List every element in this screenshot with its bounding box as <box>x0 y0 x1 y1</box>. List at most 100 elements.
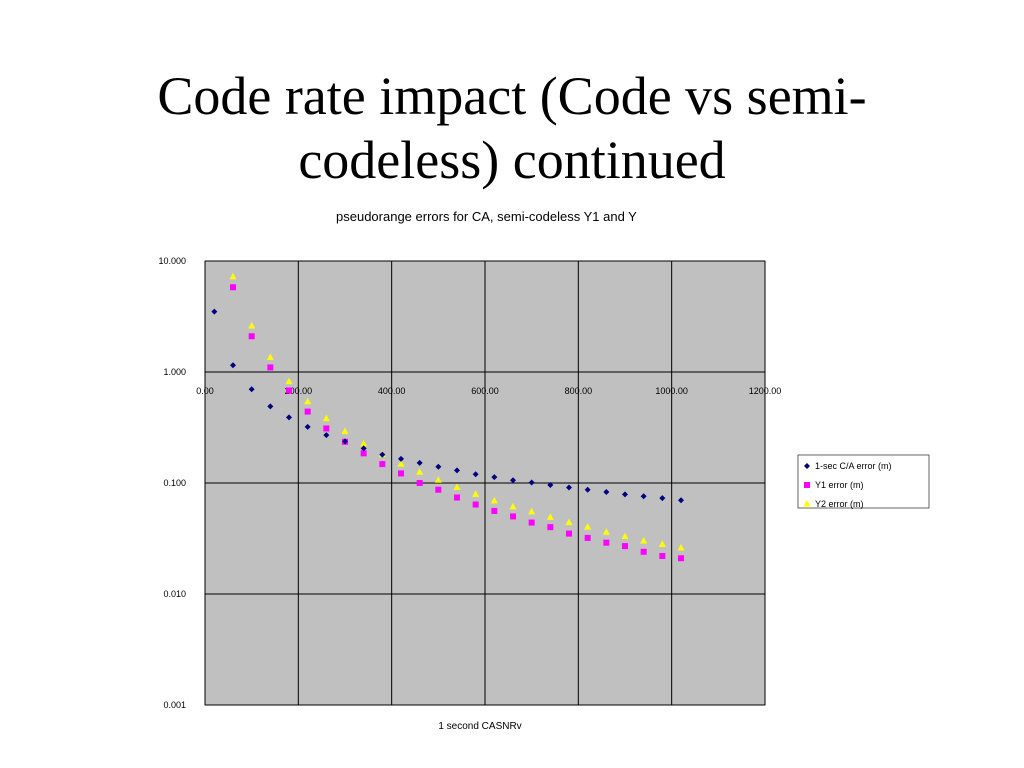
data-point-series-2 <box>584 534 591 541</box>
legend-marker-3 <box>803 500 811 507</box>
legend-marker-2 <box>804 482 810 488</box>
data-point-series-1 <box>491 474 498 481</box>
data-point-series-3 <box>472 490 480 497</box>
y-tick-label: 10.000 <box>158 256 186 266</box>
data-point-series-3 <box>304 397 312 405</box>
x-tick-label: 600.00 <box>471 386 499 396</box>
data-point-series-1 <box>547 481 554 488</box>
data-point-series-2 <box>379 461 386 468</box>
x-tick-label: 400.00 <box>378 386 406 396</box>
data-point-series-2 <box>622 543 628 550</box>
x-axis-label: 1 second CASNRv <box>438 721 521 732</box>
data-point-series-3 <box>528 507 536 515</box>
chart-title: pseudorange errors for CA, semi-codeless… <box>336 209 637 224</box>
data-point-series-1 <box>379 451 386 458</box>
x-tick-label: 0.00 <box>196 386 214 396</box>
data-point-series-2 <box>304 408 311 415</box>
legend-marker-1 <box>804 463 810 469</box>
data-point-series-1 <box>323 432 330 439</box>
data-points <box>211 272 685 562</box>
data-point-series-3 <box>490 496 498 504</box>
data-point-series-2 <box>248 333 255 340</box>
data-point-series-3 <box>640 537 648 544</box>
data-point-series-2 <box>659 552 666 559</box>
data-point-series-1 <box>230 362 236 369</box>
slide-title-line-1: Code rate impact (Code vs semi- <box>157 66 867 126</box>
data-point-series-3 <box>602 528 610 535</box>
legend: 1-sec C/A error (m) Y1 error (m) Y2 error … <box>797 454 930 509</box>
data-point-series-2 <box>416 480 423 486</box>
y-tick-label: 0.100 <box>163 478 186 488</box>
data-point-series-3 <box>584 523 592 530</box>
data-point-series-2 <box>547 524 554 531</box>
data-point-series-3 <box>677 543 685 551</box>
data-point-series-1 <box>304 423 311 430</box>
data-point-series-2 <box>323 425 330 432</box>
data-point-series-3 <box>360 439 368 447</box>
data-point-series-3 <box>322 414 330 422</box>
legend-box <box>797 454 930 509</box>
data-point-series-1 <box>398 455 404 462</box>
data-point-series-1 <box>622 491 628 498</box>
data-point-series-1 <box>360 445 367 452</box>
data-point-series-1 <box>566 484 572 491</box>
data-point-series-2 <box>267 364 274 371</box>
slide-title: Code rate impact (Code vs semi- codeless… <box>0 64 1024 192</box>
data-point-series-1 <box>659 495 666 502</box>
data-point-series-1 <box>211 308 218 315</box>
y-tick-label: 0.001 <box>163 700 186 710</box>
data-point-series-1 <box>640 493 647 500</box>
data-point-series-3 <box>416 468 424 475</box>
x-tick-label: 200.00 <box>285 386 313 396</box>
slide-title-line-2: codeless) continued <box>298 130 726 190</box>
data-point-series-2 <box>454 494 460 501</box>
data-point-series-3 <box>546 513 554 520</box>
data-point-series-2 <box>360 450 367 457</box>
data-point-series-3 <box>266 353 274 361</box>
data-point-series-1 <box>416 459 423 466</box>
data-point-series-1 <box>342 438 348 445</box>
data-point-series-2 <box>640 548 647 555</box>
data-point-series-3 <box>453 483 461 491</box>
data-point-series-1 <box>286 414 292 421</box>
data-point-series-1 <box>454 467 460 474</box>
data-point-series-3 <box>248 321 256 329</box>
y-tick-label: 1.000 <box>163 367 186 377</box>
legend-label-2: Y1 error (m) <box>815 480 864 490</box>
data-point-series-2 <box>435 486 442 493</box>
data-point-series-3 <box>565 518 573 526</box>
data-point-series-3 <box>434 476 442 483</box>
data-point-series-1 <box>584 486 591 493</box>
y-axis-tick-labels: 10.000 1.000 0.100 0.010 0.001 <box>158 256 186 710</box>
x-tick-label: 1200.00 <box>749 386 782 396</box>
legend-label-3: Y2 error (m) <box>815 499 864 509</box>
data-point-series-2 <box>678 555 684 562</box>
data-point-series-2 <box>566 530 572 537</box>
x-tick-label: 800.00 <box>565 386 593 396</box>
data-point-series-2 <box>491 507 498 514</box>
data-point-series-1 <box>472 471 479 478</box>
data-point-series-1 <box>528 479 535 486</box>
data-point-series-3 <box>658 540 666 547</box>
data-point-series-2 <box>472 501 479 508</box>
data-point-series-2 <box>603 539 610 546</box>
data-point-series-1 <box>510 477 516 484</box>
data-point-series-2 <box>230 284 236 291</box>
data-point-series-3 <box>509 502 517 510</box>
data-point-series-3 <box>229 272 237 280</box>
data-point-series-1 <box>435 463 442 470</box>
y-tick-label: 0.010 <box>163 589 186 599</box>
x-axis-tick-labels: 0.00 200.00 400.00 600.00 800.00 1000.00 1200.… <box>196 386 781 396</box>
data-point-series-1 <box>248 386 255 393</box>
data-point-series-3 <box>285 377 293 385</box>
data-point-series-3 <box>621 532 629 539</box>
gridlines <box>204 260 766 706</box>
data-point-series-3 <box>341 427 349 435</box>
data-point-series-1 <box>267 403 274 410</box>
data-point-series-2 <box>528 519 535 526</box>
data-point-series-2 <box>286 387 292 394</box>
legend-label-1: 1-sec C/A error (m) <box>815 461 892 471</box>
data-point-series-1 <box>678 497 684 504</box>
data-point-series-1 <box>603 488 610 495</box>
